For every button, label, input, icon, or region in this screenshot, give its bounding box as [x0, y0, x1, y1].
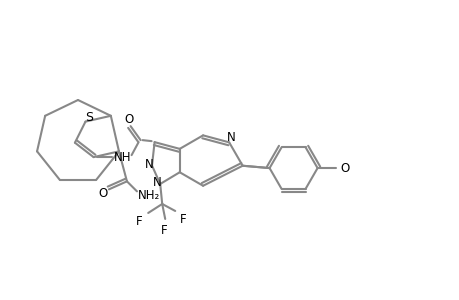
- Text: F: F: [179, 214, 186, 226]
- Text: F: F: [135, 215, 142, 229]
- Text: O: O: [339, 162, 348, 175]
- Text: O: O: [98, 187, 107, 200]
- Text: NH: NH: [113, 151, 131, 164]
- Text: S: S: [85, 111, 93, 124]
- Text: N: N: [152, 176, 161, 190]
- Text: F: F: [161, 224, 167, 238]
- Text: N: N: [226, 131, 235, 144]
- Text: N: N: [144, 158, 153, 171]
- Text: NH₂: NH₂: [138, 189, 160, 202]
- Text: O: O: [124, 112, 133, 126]
